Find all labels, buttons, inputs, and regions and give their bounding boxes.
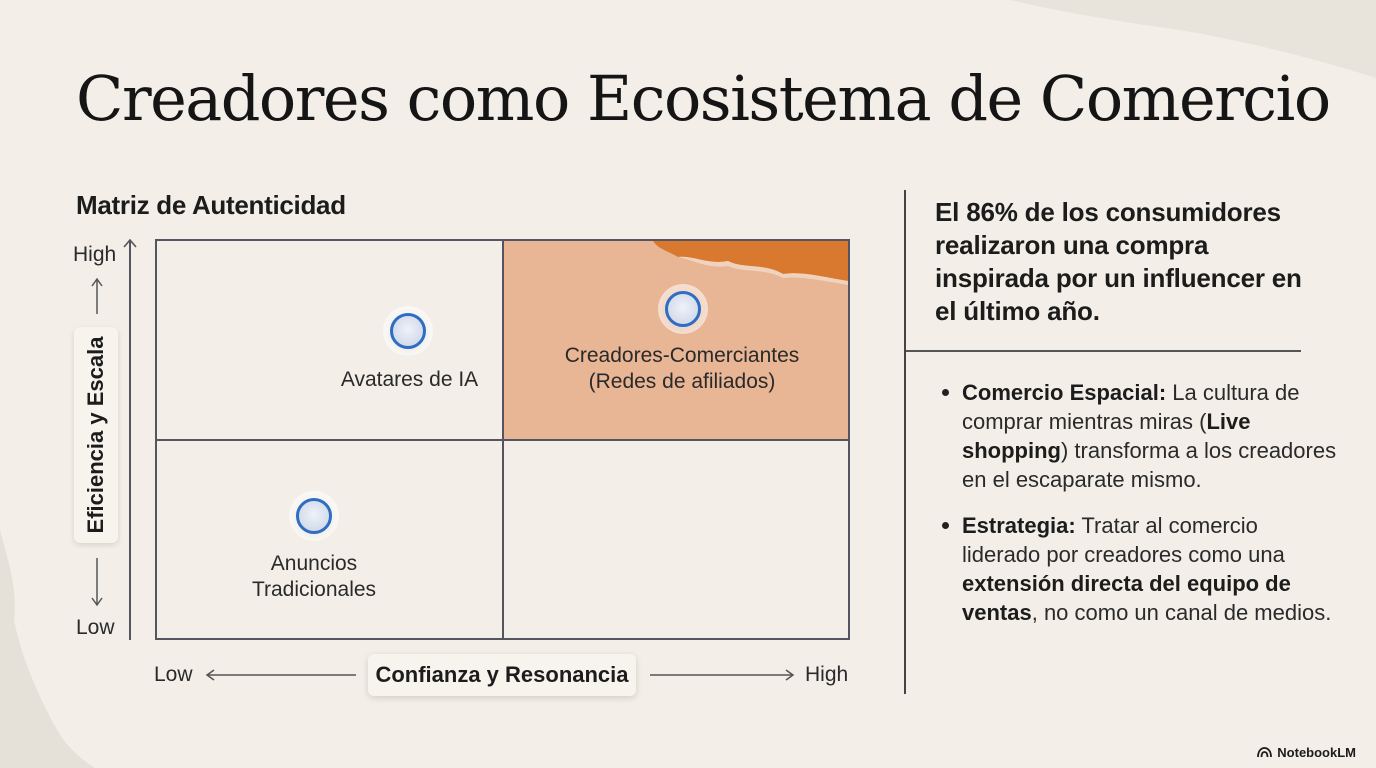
page-title: Creadores como Ecosistema de Comercio [76, 62, 1331, 135]
y-axis-line [129, 241, 131, 640]
point-label-creator-merchants: Creadores-Comerciantes (Redes de afiliad… [537, 343, 827, 395]
matrix-title: Matriz de Autenticidad [76, 190, 346, 220]
y-axis-down-arrow-icon [91, 558, 103, 607]
x-axis-low-label: Low [154, 663, 193, 686]
bullet-2-text-a: Tratar al comercio liderado por creadore… [962, 513, 1285, 567]
quadrant-top-left [157, 241, 503, 440]
x-axis-right-arrow-icon [650, 669, 795, 681]
bullet-1-emphasis: Live shopping [962, 409, 1251, 463]
column-divider [904, 190, 906, 694]
point-label-ai-avatars: Avatares de IA [340, 368, 479, 391]
bullet-estrategia: Estrategia: Tratar al comercio liderado … [940, 511, 1340, 627]
y-axis-label: Eficiencia y Escala [83, 336, 108, 534]
brand-logo: NotebookLM [1257, 745, 1356, 760]
bullet-1-heading: Comercio Espacial: [962, 380, 1167, 405]
key-stat: El 86% de los consumidores realizaron un… [935, 197, 1302, 326]
torn-paper-accent [653, 241, 848, 285]
point-marker-ai-avatars [390, 313, 426, 349]
x-axis-left-arrow-icon [205, 669, 356, 681]
point-marker-creator-merchants [665, 291, 701, 327]
stat-divider [906, 350, 1301, 352]
y-axis-up-arrow-icon [91, 277, 103, 314]
point-label-traditional-ads-line2: Tradicionales [251, 578, 377, 601]
bullet-comercio-espacial: Comercio Espacial: La cultura de comprar… [940, 378, 1340, 494]
bullet-2-text-b: , no como un canal de medios. [1031, 600, 1332, 625]
quadrant-bottom-left [157, 440, 503, 638]
x-axis-high-label: High [805, 663, 849, 686]
point-marker-traditional-ads [296, 498, 332, 534]
point-label-creator-merchants-line2: (Redes de afiliados) [588, 370, 776, 393]
matrix-horizontal-divider [157, 439, 848, 441]
bullet-1-text-b: ) transforma a los creadores en el escap… [962, 438, 1337, 492]
point-label-traditional-ads-line1: Anuncios [270, 552, 358, 575]
x-axis-label-box [368, 654, 636, 696]
point-label-creator-merchants-line1: Creadores-Comerciantes [564, 344, 800, 367]
bullet-2-emphasis: extensión directa del equipo de ventas [962, 571, 1291, 625]
bullet-list: Comercio Espacial: La cultura de comprar… [940, 378, 1340, 644]
quadrant-bottom-right [503, 440, 848, 638]
notebooklm-logo-icon [1257, 747, 1273, 758]
authenticity-matrix: Avatares de IA Creadores-Comerciantes (R… [155, 239, 850, 640]
x-axis-label: Confianza y Resonancia [375, 662, 629, 687]
point-label-traditional-ads: Anuncios Tradicionales [229, 551, 399, 603]
bullet-2-heading: Estrategia: [962, 513, 1076, 538]
y-axis-high-label: High [73, 243, 117, 266]
quadrant-top-right-highlighted [503, 241, 848, 440]
y-axis-arrowhead-icon [123, 238, 137, 248]
y-axis-label-box [74, 327, 118, 543]
y-axis-low-label: Low [76, 616, 115, 639]
brand-name: NotebookLM [1277, 745, 1356, 760]
bullet-1-text-a: La cultura de comprar mientras miras ( [962, 380, 1300, 434]
